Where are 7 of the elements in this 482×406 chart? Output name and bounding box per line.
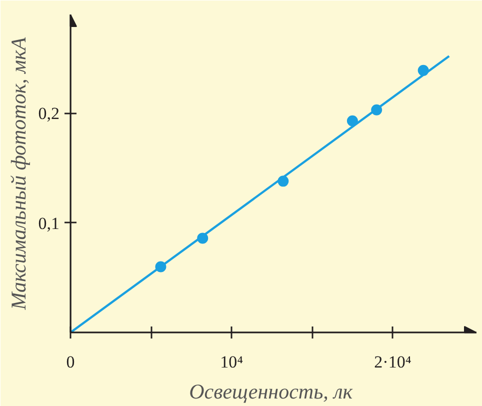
y-axis-title: Максимальный фототок, мкА (6, 37, 30, 311)
x-axis-title: Освещенность, лк (189, 380, 353, 404)
x-tick-label: 2·10⁴ (374, 352, 412, 372)
x-tick-label: 10⁴ (220, 352, 244, 372)
y-tick-label: 0,1 (38, 214, 60, 233)
x-tick-label: 0 (66, 352, 75, 372)
y-tick-label: 0,2 (38, 104, 60, 124)
